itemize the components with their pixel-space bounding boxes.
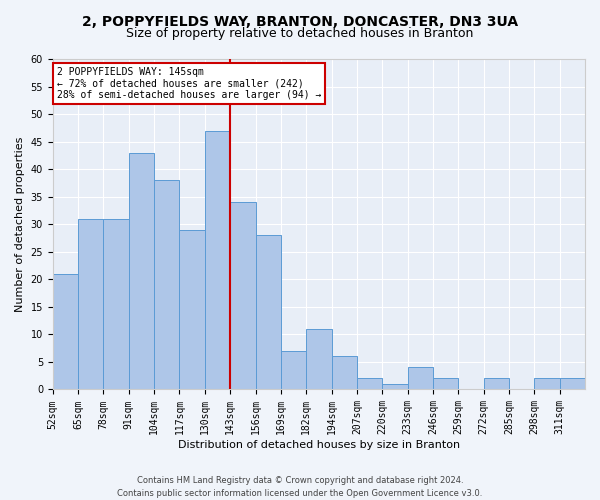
Bar — [53, 274, 78, 390]
Bar — [256, 236, 281, 390]
Text: 2, POPPYFIELDS WAY, BRANTON, DONCASTER, DN3 3UA: 2, POPPYFIELDS WAY, BRANTON, DONCASTER, … — [82, 15, 518, 29]
Bar — [535, 378, 560, 390]
Bar — [357, 378, 382, 390]
Bar — [306, 329, 332, 390]
Bar — [407, 368, 433, 390]
Bar — [382, 384, 407, 390]
Bar — [205, 130, 230, 390]
Bar — [230, 202, 256, 390]
Bar — [179, 230, 205, 390]
X-axis label: Distribution of detached houses by size in Branton: Distribution of detached houses by size … — [178, 440, 460, 450]
Bar — [103, 218, 129, 390]
Bar — [332, 356, 357, 390]
Y-axis label: Number of detached properties: Number of detached properties — [15, 136, 25, 312]
Text: 2 POPPYFIELDS WAY: 145sqm
← 72% of detached houses are smaller (242)
28% of semi: 2 POPPYFIELDS WAY: 145sqm ← 72% of detac… — [56, 68, 321, 100]
Bar — [154, 180, 179, 390]
Bar — [129, 152, 154, 390]
Bar — [78, 218, 103, 390]
Bar — [560, 378, 585, 390]
Bar — [484, 378, 509, 390]
Bar — [281, 351, 306, 390]
Text: Size of property relative to detached houses in Branton: Size of property relative to detached ho… — [127, 28, 473, 40]
Text: Contains HM Land Registry data © Crown copyright and database right 2024.
Contai: Contains HM Land Registry data © Crown c… — [118, 476, 482, 498]
Bar — [433, 378, 458, 390]
